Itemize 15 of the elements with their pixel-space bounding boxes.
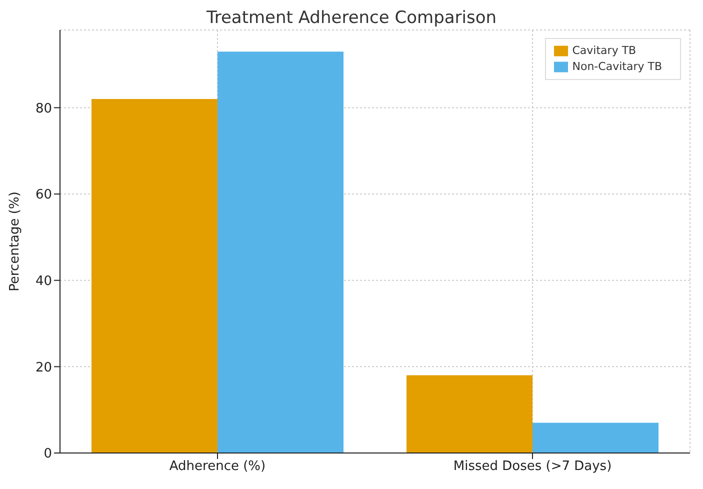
bar	[92, 99, 218, 453]
chart-title: Treatment Adherence Comparison	[205, 8, 498, 28]
bar	[218, 52, 344, 453]
bar	[406, 375, 532, 453]
bar	[532, 422, 658, 453]
x-tick-label: Adherence (%)	[169, 459, 266, 474]
y-tick-label: 20	[35, 360, 52, 376]
y-axis-title: Percentage (%)	[8, 192, 23, 292]
x-tick-label: Missed Doses (>7 Days)	[453, 459, 612, 474]
y-tick-label: 40	[35, 274, 52, 289]
legend-label: Cavitary TB	[572, 44, 636, 57]
y-tick-label: 0	[44, 446, 52, 462]
y-tick-label: 60	[35, 188, 52, 203]
y-tick-label: 80	[35, 101, 52, 116]
legend-label: Non-Cavitary TB	[572, 60, 662, 73]
